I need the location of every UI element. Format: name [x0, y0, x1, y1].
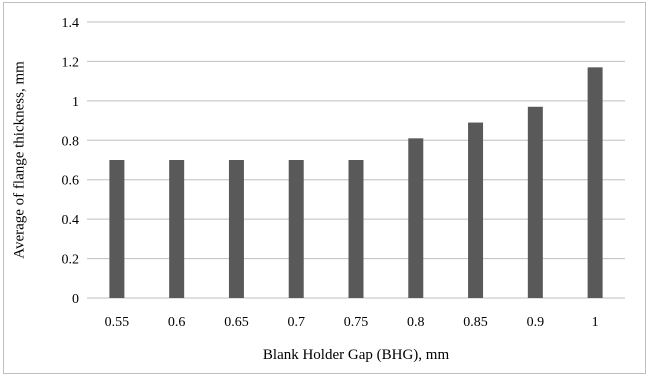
- y-tick-label: 1.4: [62, 16, 80, 31]
- x-tick-label: 0.6: [168, 315, 186, 330]
- y-tick-label: 0: [72, 292, 79, 307]
- y-tick-label: 1: [72, 95, 79, 110]
- x-tick-label: 0.55: [105, 315, 130, 330]
- x-tick-label: 0.65: [224, 315, 249, 330]
- bar-0.85: [468, 122, 484, 299]
- bar-0.7: [288, 160, 304, 298]
- bar-0.8: [408, 138, 424, 298]
- x-tick-label: 0.85: [463, 315, 488, 330]
- bar-0.55: [109, 160, 125, 298]
- bar-1: [587, 67, 603, 298]
- bar-0.65: [228, 160, 244, 298]
- y-tick-label: 1.2: [62, 55, 80, 70]
- x-tick-label: 1: [592, 315, 599, 330]
- x-axis-title: Blank Holder Gap (BHG), mm: [263, 347, 450, 363]
- x-tick-label: 0.75: [344, 315, 369, 330]
- bars: [109, 67, 603, 299]
- y-tick-label: 0.6: [62, 174, 80, 189]
- x-axis-ticks: 0.55 0.6 0.65 0.7 0.75 0.8 0.85 0.9 1: [105, 315, 599, 330]
- y-tick-label: 0.8: [62, 134, 80, 149]
- y-axis-title: Average of flange thickness, mm: [11, 61, 27, 259]
- y-tick-label: 0.4: [62, 213, 80, 228]
- x-tick-label: 0.7: [287, 315, 305, 330]
- y-axis-ticks: 0 0.2 0.4 0.6 0.8 1 1.2 1.4: [62, 16, 80, 307]
- x-tick-label: 0.9: [527, 315, 545, 330]
- x-tick-label: 0.8: [407, 315, 425, 330]
- bar-0.9: [527, 106, 543, 299]
- y-tick-label: 0.2: [62, 253, 80, 268]
- bar-0.6: [169, 160, 185, 298]
- bar-0.75: [348, 160, 364, 298]
